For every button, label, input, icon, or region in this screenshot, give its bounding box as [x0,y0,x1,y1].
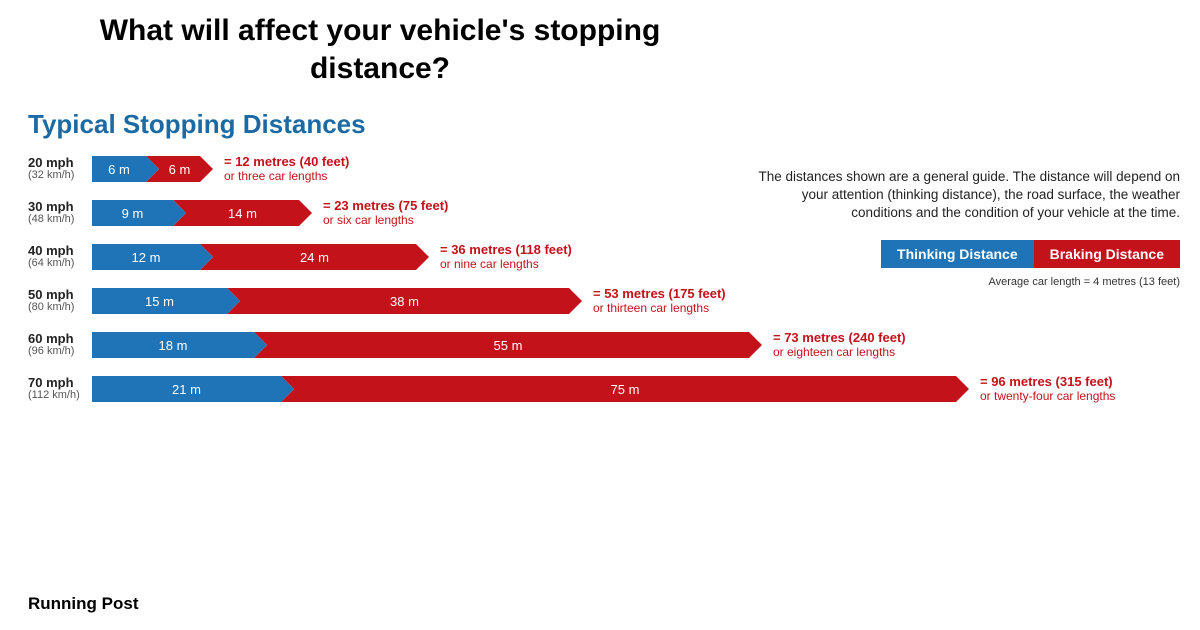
thinking-distance-bar: 12 m [92,244,200,270]
distance-row: 50 mph(80 km/h)15 m38 m = 53 metres (175 … [28,286,1200,316]
speed-label: 50 mph(80 km/h) [28,288,92,313]
speed-mph: 20 mph [28,156,92,170]
bar-group: 9 m14 m [92,200,299,226]
braking-distance-bar: 38 m [227,288,569,314]
total-metres: = 12 metres (40 feet) [224,155,349,169]
thinking-distance-bar: 18 m [92,332,254,358]
bar-group: 12 m24 m [92,244,416,270]
speed-label: 60 mph(96 km/h) [28,332,92,357]
average-car-length-note: Average car length = 4 metres (13 feet) [989,276,1181,288]
braking-distance-bar: 24 m [200,244,416,270]
legend-braking: Braking Distance [1034,240,1180,268]
speed-label: 20 mph(32 km/h) [28,156,92,181]
distance-row: 70 mph(112 km/h)21 m75 m = 96 metres (315… [28,374,1200,404]
page-title: What will affect your vehicle's stopping… [0,0,760,91]
speed-label: 70 mph(112 km/h) [28,376,92,401]
speed-mph: 70 mph [28,376,92,390]
speed-kmh: (112 km/h) [28,390,92,402]
thinking-distance-bar: 21 m [92,376,281,402]
chart-title: Typical Stopping Distances [0,91,1200,154]
braking-distance-bar: 14 m [173,200,299,226]
thinking-distance-bar: 6 m [92,156,146,182]
legend: Thinking Distance Braking Distance [881,240,1180,268]
thinking-distance-bar: 15 m [92,288,227,314]
total-distance-label: = 23 metres (75 feet)or six car lengths [323,199,448,226]
total-distance-label: = 53 metres (175 feet)or thirteen car le… [593,287,726,314]
distance-row: 60 mph(96 km/h)18 m55 m = 73 metres (240 … [28,330,1200,360]
total-metres: = 23 metres (75 feet) [323,199,448,213]
speed-kmh: (48 km/h) [28,214,92,226]
total-car-lengths: or twenty-four car lengths [980,390,1115,403]
total-car-lengths: or three car lengths [224,170,349,183]
bar-group: 21 m75 m [92,376,956,402]
total-car-lengths: or thirteen car lengths [593,302,726,315]
speed-mph: 60 mph [28,332,92,346]
legend-thinking: Thinking Distance [881,240,1034,268]
speed-mph: 30 mph [28,200,92,214]
speed-label: 40 mph(64 km/h) [28,244,92,269]
footer-credit: Running Post [28,594,138,614]
speed-kmh: (96 km/h) [28,346,92,358]
total-metres: = 96 metres (315 feet) [980,375,1115,389]
speed-kmh: (32 km/h) [28,170,92,182]
speed-label: 30 mph(48 km/h) [28,200,92,225]
speed-kmh: (64 km/h) [28,258,92,270]
total-metres: = 73 metres (240 feet) [773,331,906,345]
total-car-lengths: or eighteen car lengths [773,346,906,359]
total-distance-label: = 12 metres (40 feet)or three car length… [224,155,349,182]
total-metres: = 36 metres (118 feet) [440,243,572,257]
speed-mph: 40 mph [28,244,92,258]
total-distance-label: = 73 metres (240 feet)or eighteen car le… [773,331,906,358]
bar-group: 6 m6 m [92,156,200,182]
total-distance-label: = 96 metres (315 feet)or twenty-four car… [980,375,1115,402]
thinking-distance-bar: 9 m [92,200,173,226]
speed-mph: 50 mph [28,288,92,302]
braking-distance-bar: 55 m [254,332,749,358]
bar-group: 18 m55 m [92,332,749,358]
total-distance-label: = 36 metres (118 feet)or nine car length… [440,243,572,270]
speed-kmh: (80 km/h) [28,302,92,314]
braking-distance-bar: 75 m [281,376,956,402]
explanatory-note: The distances shown are a general guide.… [750,168,1180,223]
total-car-lengths: or nine car lengths [440,258,572,271]
total-car-lengths: or six car lengths [323,214,448,227]
total-metres: = 53 metres (175 feet) [593,287,726,301]
bar-group: 15 m38 m [92,288,569,314]
